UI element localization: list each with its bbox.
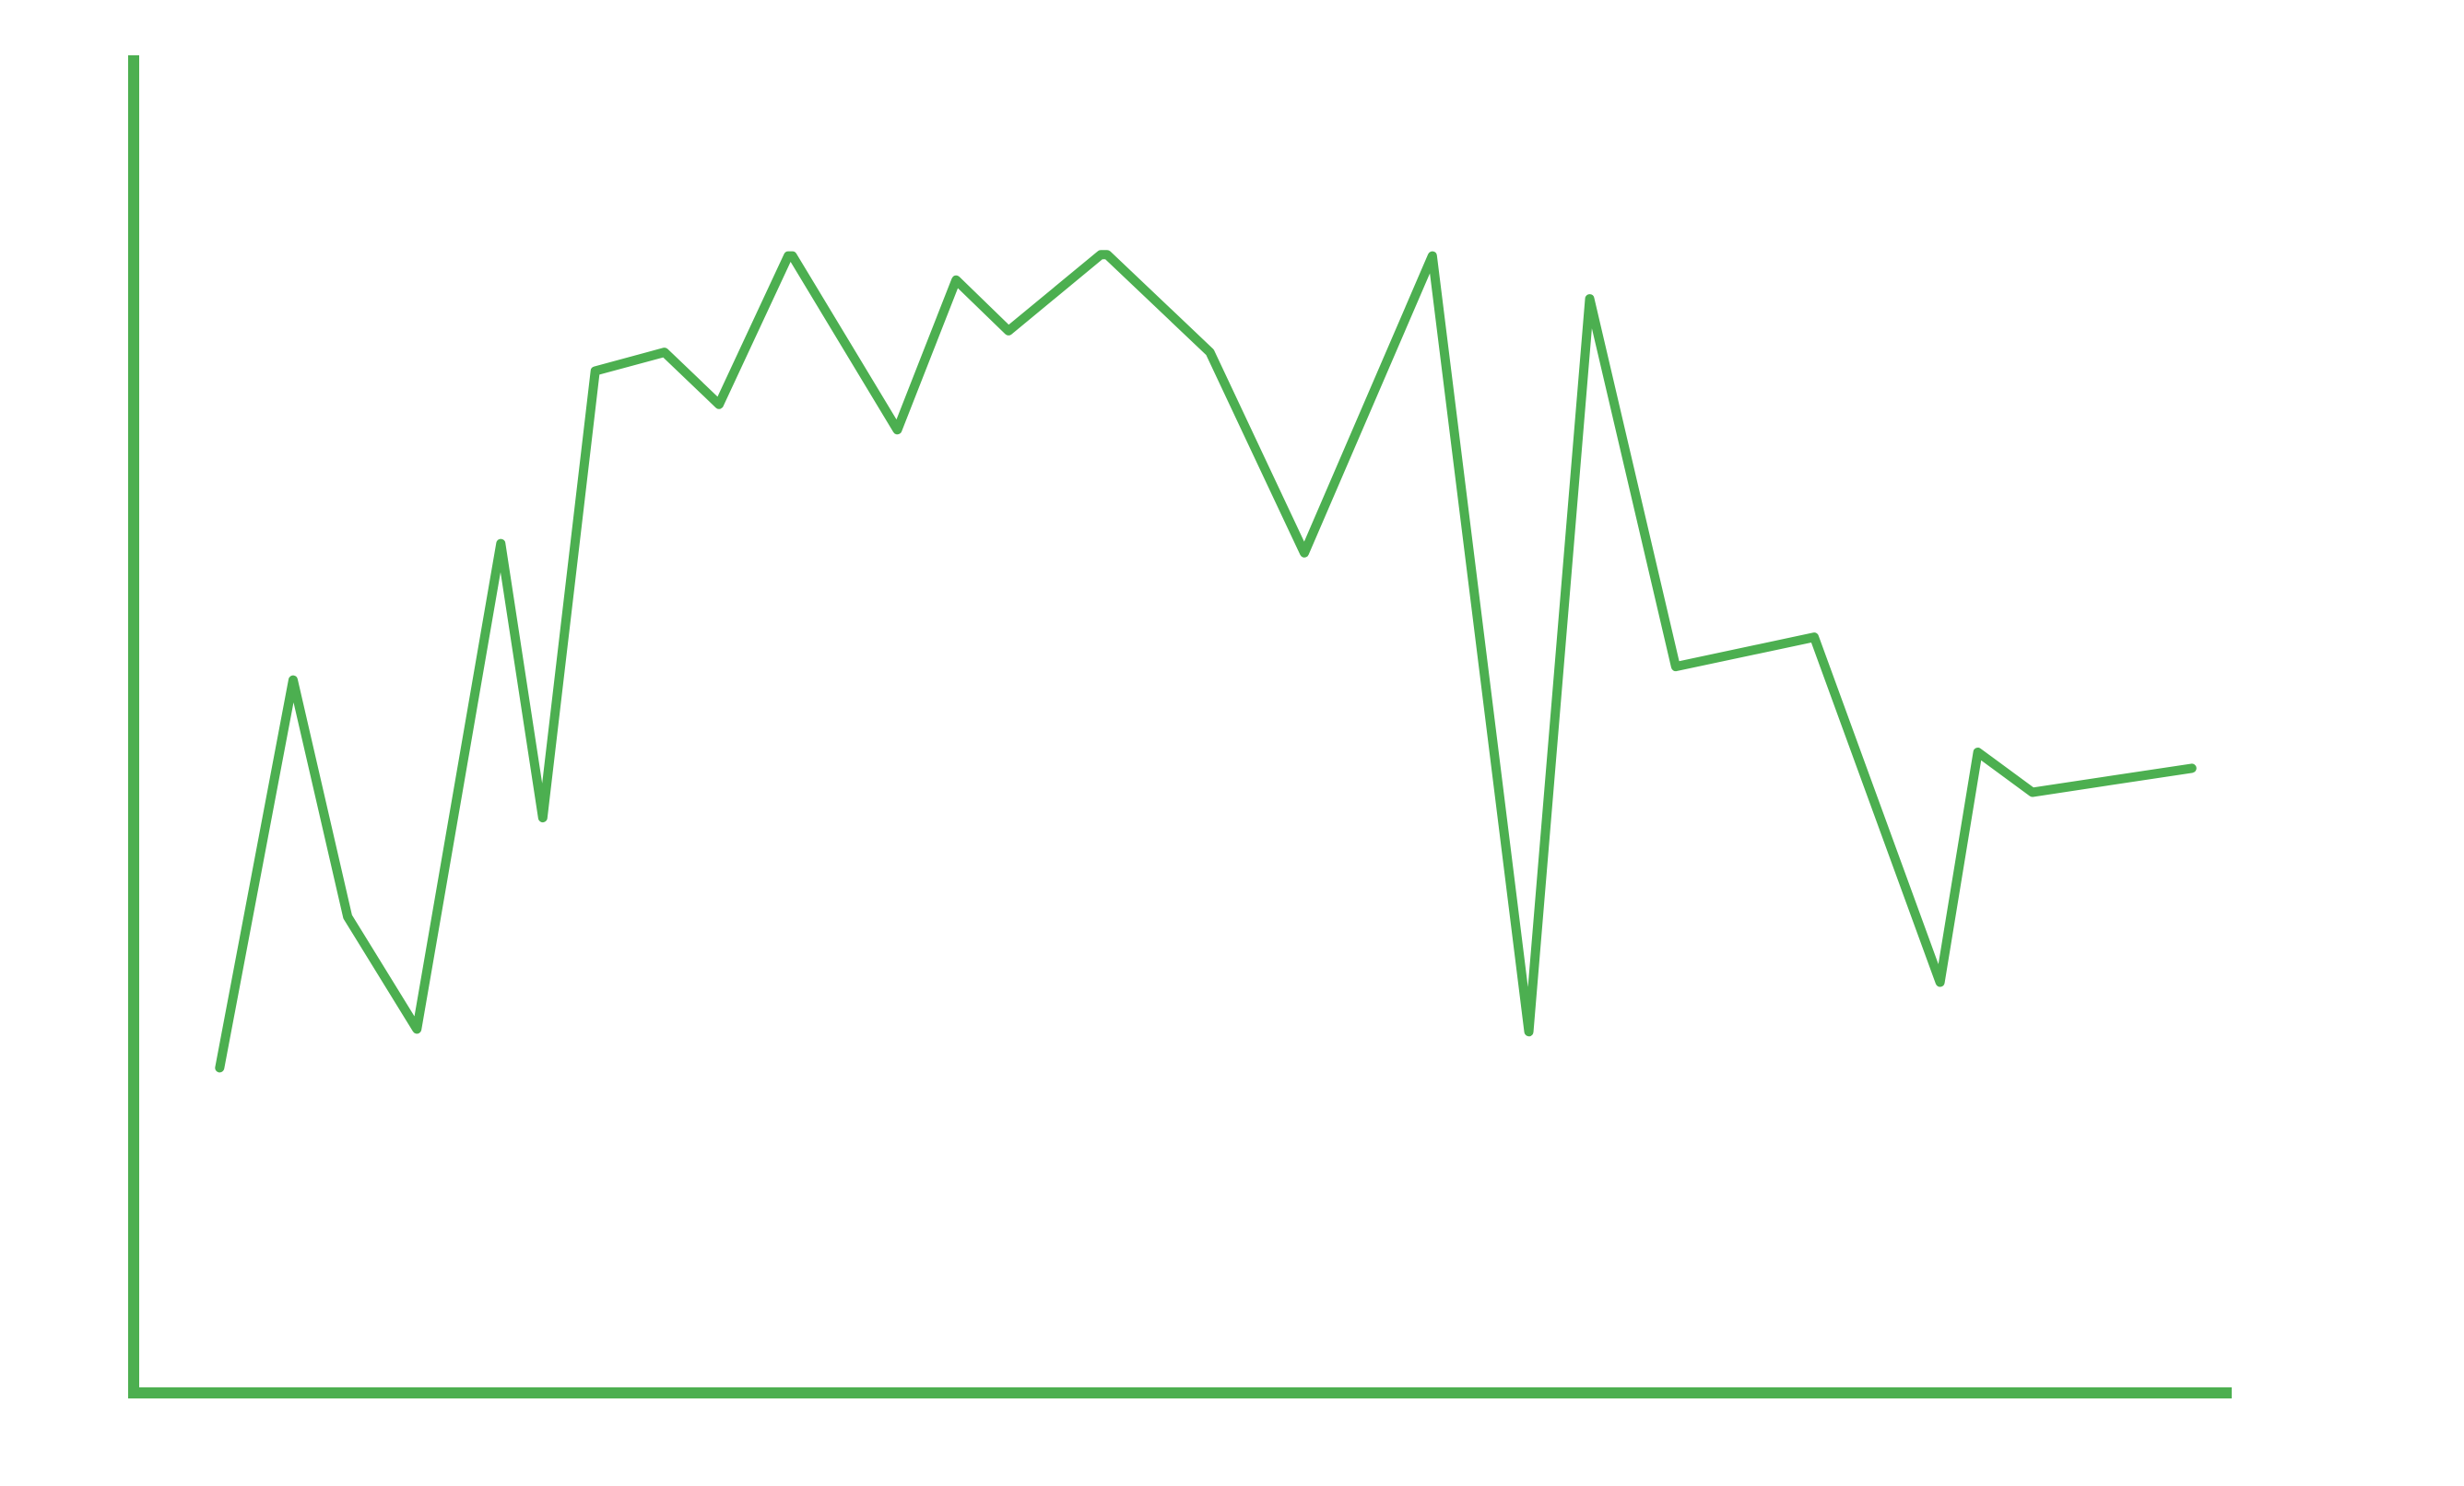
series-line: [215, 250, 2197, 1073]
